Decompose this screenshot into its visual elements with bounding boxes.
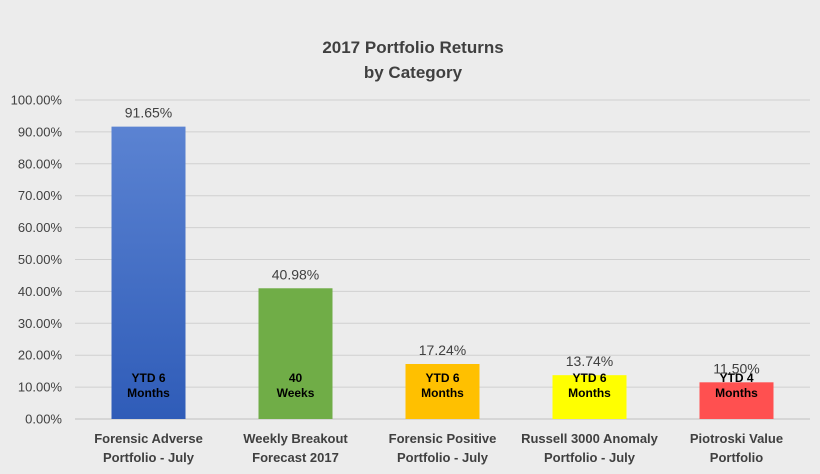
y-tick-label: 60.00% bbox=[18, 220, 63, 235]
bar-note-line-1: YTD 4 bbox=[719, 371, 753, 385]
y-axis-ticks: 0.00% 10.00% 20.00% 30.00% 40.00% 50.00% 60.00… bbox=[11, 93, 63, 427]
data-label: 91.65% bbox=[125, 105, 172, 121]
category-label-line-1: Piotroski Value bbox=[690, 431, 783, 446]
chart-title-line-1: 2017 Portfolio Returns bbox=[322, 38, 503, 57]
category-label-line-2: Portfolio bbox=[710, 450, 763, 465]
category-label-line-1: Forensic Positive bbox=[389, 431, 497, 446]
data-label: 40.98% bbox=[272, 266, 319, 282]
category-label-line-1: Russell 3000 Anomaly bbox=[521, 431, 659, 446]
bar-note-line-2: Months bbox=[715, 386, 758, 400]
bar-note-line-2: Months bbox=[421, 386, 464, 400]
data-label: 11.50% bbox=[713, 360, 759, 376]
bar-note-line-2: Months bbox=[127, 386, 170, 400]
bar-note-line-2: Months bbox=[568, 386, 611, 400]
category-label-line-2: Portfolio - July bbox=[544, 450, 636, 465]
bar-note-line-1: YTD 6 bbox=[425, 371, 459, 385]
gridlines bbox=[75, 99, 810, 420]
y-tick-label: 10.00% bbox=[18, 380, 63, 395]
data-label: 17.24% bbox=[419, 342, 466, 358]
y-tick-label: 0.00% bbox=[25, 412, 62, 427]
y-tick-label: 100.00% bbox=[11, 93, 63, 108]
y-tick-label: 80.00% bbox=[18, 156, 63, 171]
y-tick-label: 20.00% bbox=[18, 348, 63, 363]
bar-note-line-1: YTD 6 bbox=[131, 371, 165, 385]
bar bbox=[552, 375, 627, 419]
category-label-line-2: Forecast 2017 bbox=[252, 450, 339, 465]
category-label-line-1: Weekly Breakout bbox=[243, 431, 348, 446]
data-label: 13.74% bbox=[566, 353, 613, 369]
bar bbox=[111, 126, 186, 419]
bar bbox=[699, 382, 774, 419]
bar-note-line-1: YTD 6 bbox=[572, 371, 606, 385]
bar-note-line-2: Weeks bbox=[277, 386, 315, 400]
y-tick-label: 70.00% bbox=[18, 188, 63, 203]
y-tick-label: 50.00% bbox=[18, 252, 63, 267]
category-label-line-1: Forensic Adverse bbox=[94, 431, 203, 446]
category-label-line-2: Portfolio - July bbox=[397, 450, 489, 465]
y-tick-label: 90.00% bbox=[18, 124, 63, 139]
chart-title-line-2: by Category bbox=[364, 63, 463, 82]
bars: 91.65%YTD 6Months40.98%40Weeks17.24%YTD … bbox=[111, 105, 774, 419]
bar bbox=[405, 364, 480, 419]
y-tick-label: 30.00% bbox=[18, 316, 63, 331]
y-tick-label: 40.00% bbox=[18, 284, 63, 299]
x-axis-ticks: Forensic Adverse Portfolio - July Weekly B… bbox=[94, 431, 783, 465]
bar-note-line-1: 40 bbox=[289, 371, 303, 385]
bar bbox=[258, 288, 333, 419]
category-label-line-2: Portfolio - July bbox=[103, 450, 195, 465]
